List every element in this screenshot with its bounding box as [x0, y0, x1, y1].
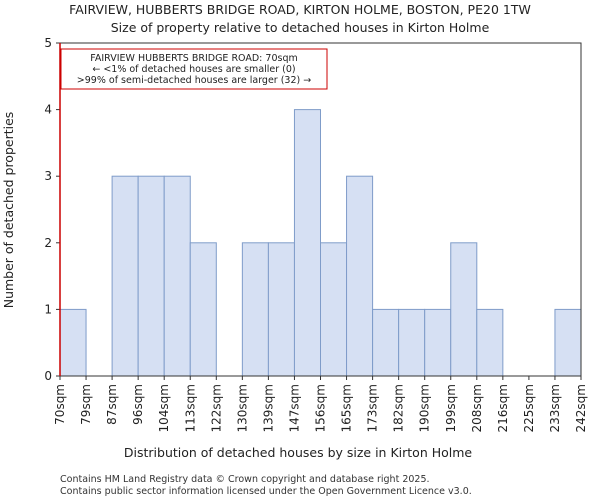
- bar-173sqm: [372, 308, 400, 377]
- bar-104sqm: [163, 175, 191, 377]
- y-tick-label: 0: [44, 369, 52, 383]
- x-ticks-group: 70sqm 79sqm 87sqm 96sqm 104sqm 113sqm 122sqm 13…: [53, 376, 588, 432]
- annotation-box: FAIRVIEW HUBBERTS BRIDGE ROAD: 70sqm ← <…: [60, 48, 328, 90]
- y-ticks-group: 0 1 2 3 4 5: [44, 36, 60, 383]
- y-tick-label: 3: [44, 169, 52, 183]
- x-tick-label: 104sqm: [157, 384, 171, 432]
- x-tick-label: 233sqm: [548, 384, 562, 432]
- x-tick-label: 113sqm: [183, 384, 197, 432]
- x-tick-label: 190sqm: [418, 384, 432, 432]
- x-tick-label: 173sqm: [366, 384, 380, 432]
- footer-line-2: Contains public sector information licen…: [60, 486, 472, 497]
- annotation-line-3: >99% of semi-detached houses are larger …: [77, 75, 311, 86]
- x-tick-label: 182sqm: [392, 384, 406, 432]
- chart-title: FAIRVIEW, HUBBERTS BRIDGE ROAD, KIRTON H…: [69, 2, 531, 17]
- x-tick-label: 199sqm: [444, 384, 458, 432]
- bar-156sqm: [320, 242, 348, 377]
- x-tick-label: 122sqm: [209, 384, 223, 432]
- x-tick-label: 70sqm: [53, 384, 67, 425]
- y-axis-label: Number of detached properties: [1, 112, 16, 309]
- y-tick-label: 5: [44, 36, 52, 50]
- x-tick-label: 130sqm: [235, 384, 249, 432]
- y-tick-label: 4: [44, 103, 52, 117]
- bar-87sqm: [111, 175, 139, 377]
- bar-233sqm: [554, 308, 582, 377]
- x-tick-label: 147sqm: [287, 384, 301, 432]
- bar-208sqm: [476, 308, 504, 377]
- x-tick-label: 242sqm: [574, 384, 588, 432]
- bar-113sqm: [189, 242, 217, 377]
- bar-70sqm: [59, 308, 87, 377]
- annotation-line-2: ← <1% of detached houses are smaller (0): [92, 64, 295, 75]
- x-tick-label: 96sqm: [131, 384, 145, 425]
- bar-199sqm: [450, 242, 478, 377]
- annotation-frame: [60, 48, 328, 90]
- x-axis-label: Distribution of detached houses by size …: [124, 445, 473, 460]
- x-tick-label: 87sqm: [105, 384, 119, 425]
- y-tick-label: 1: [44, 302, 52, 316]
- x-tick-label: 165sqm: [340, 384, 354, 432]
- bar-130sqm: [241, 242, 269, 377]
- bar-190sqm: [424, 308, 452, 377]
- bar-147sqm: [293, 109, 322, 377]
- bar-96sqm: [137, 175, 165, 377]
- footer-line-1: Contains HM Land Registry data © Crown c…: [60, 474, 430, 485]
- x-tick-label: 156sqm: [314, 384, 328, 432]
- x-tick-label: 79sqm: [79, 384, 93, 425]
- x-tick-label: 225sqm: [522, 384, 536, 432]
- annotation-line-1: FAIRVIEW HUBBERTS BRIDGE ROAD: 70sqm: [90, 53, 297, 64]
- bar-139sqm: [267, 242, 295, 377]
- x-tick-label: 208sqm: [470, 384, 484, 432]
- y-tick-label: 2: [44, 236, 52, 250]
- bar-182sqm: [398, 308, 426, 377]
- x-tick-label: 139sqm: [261, 384, 275, 432]
- chart-subtitle: Size of property relative to detached ho…: [111, 20, 490, 35]
- bar-165sqm: [346, 175, 374, 377]
- bars-group: [59, 109, 582, 377]
- x-tick-label: 216sqm: [496, 384, 510, 432]
